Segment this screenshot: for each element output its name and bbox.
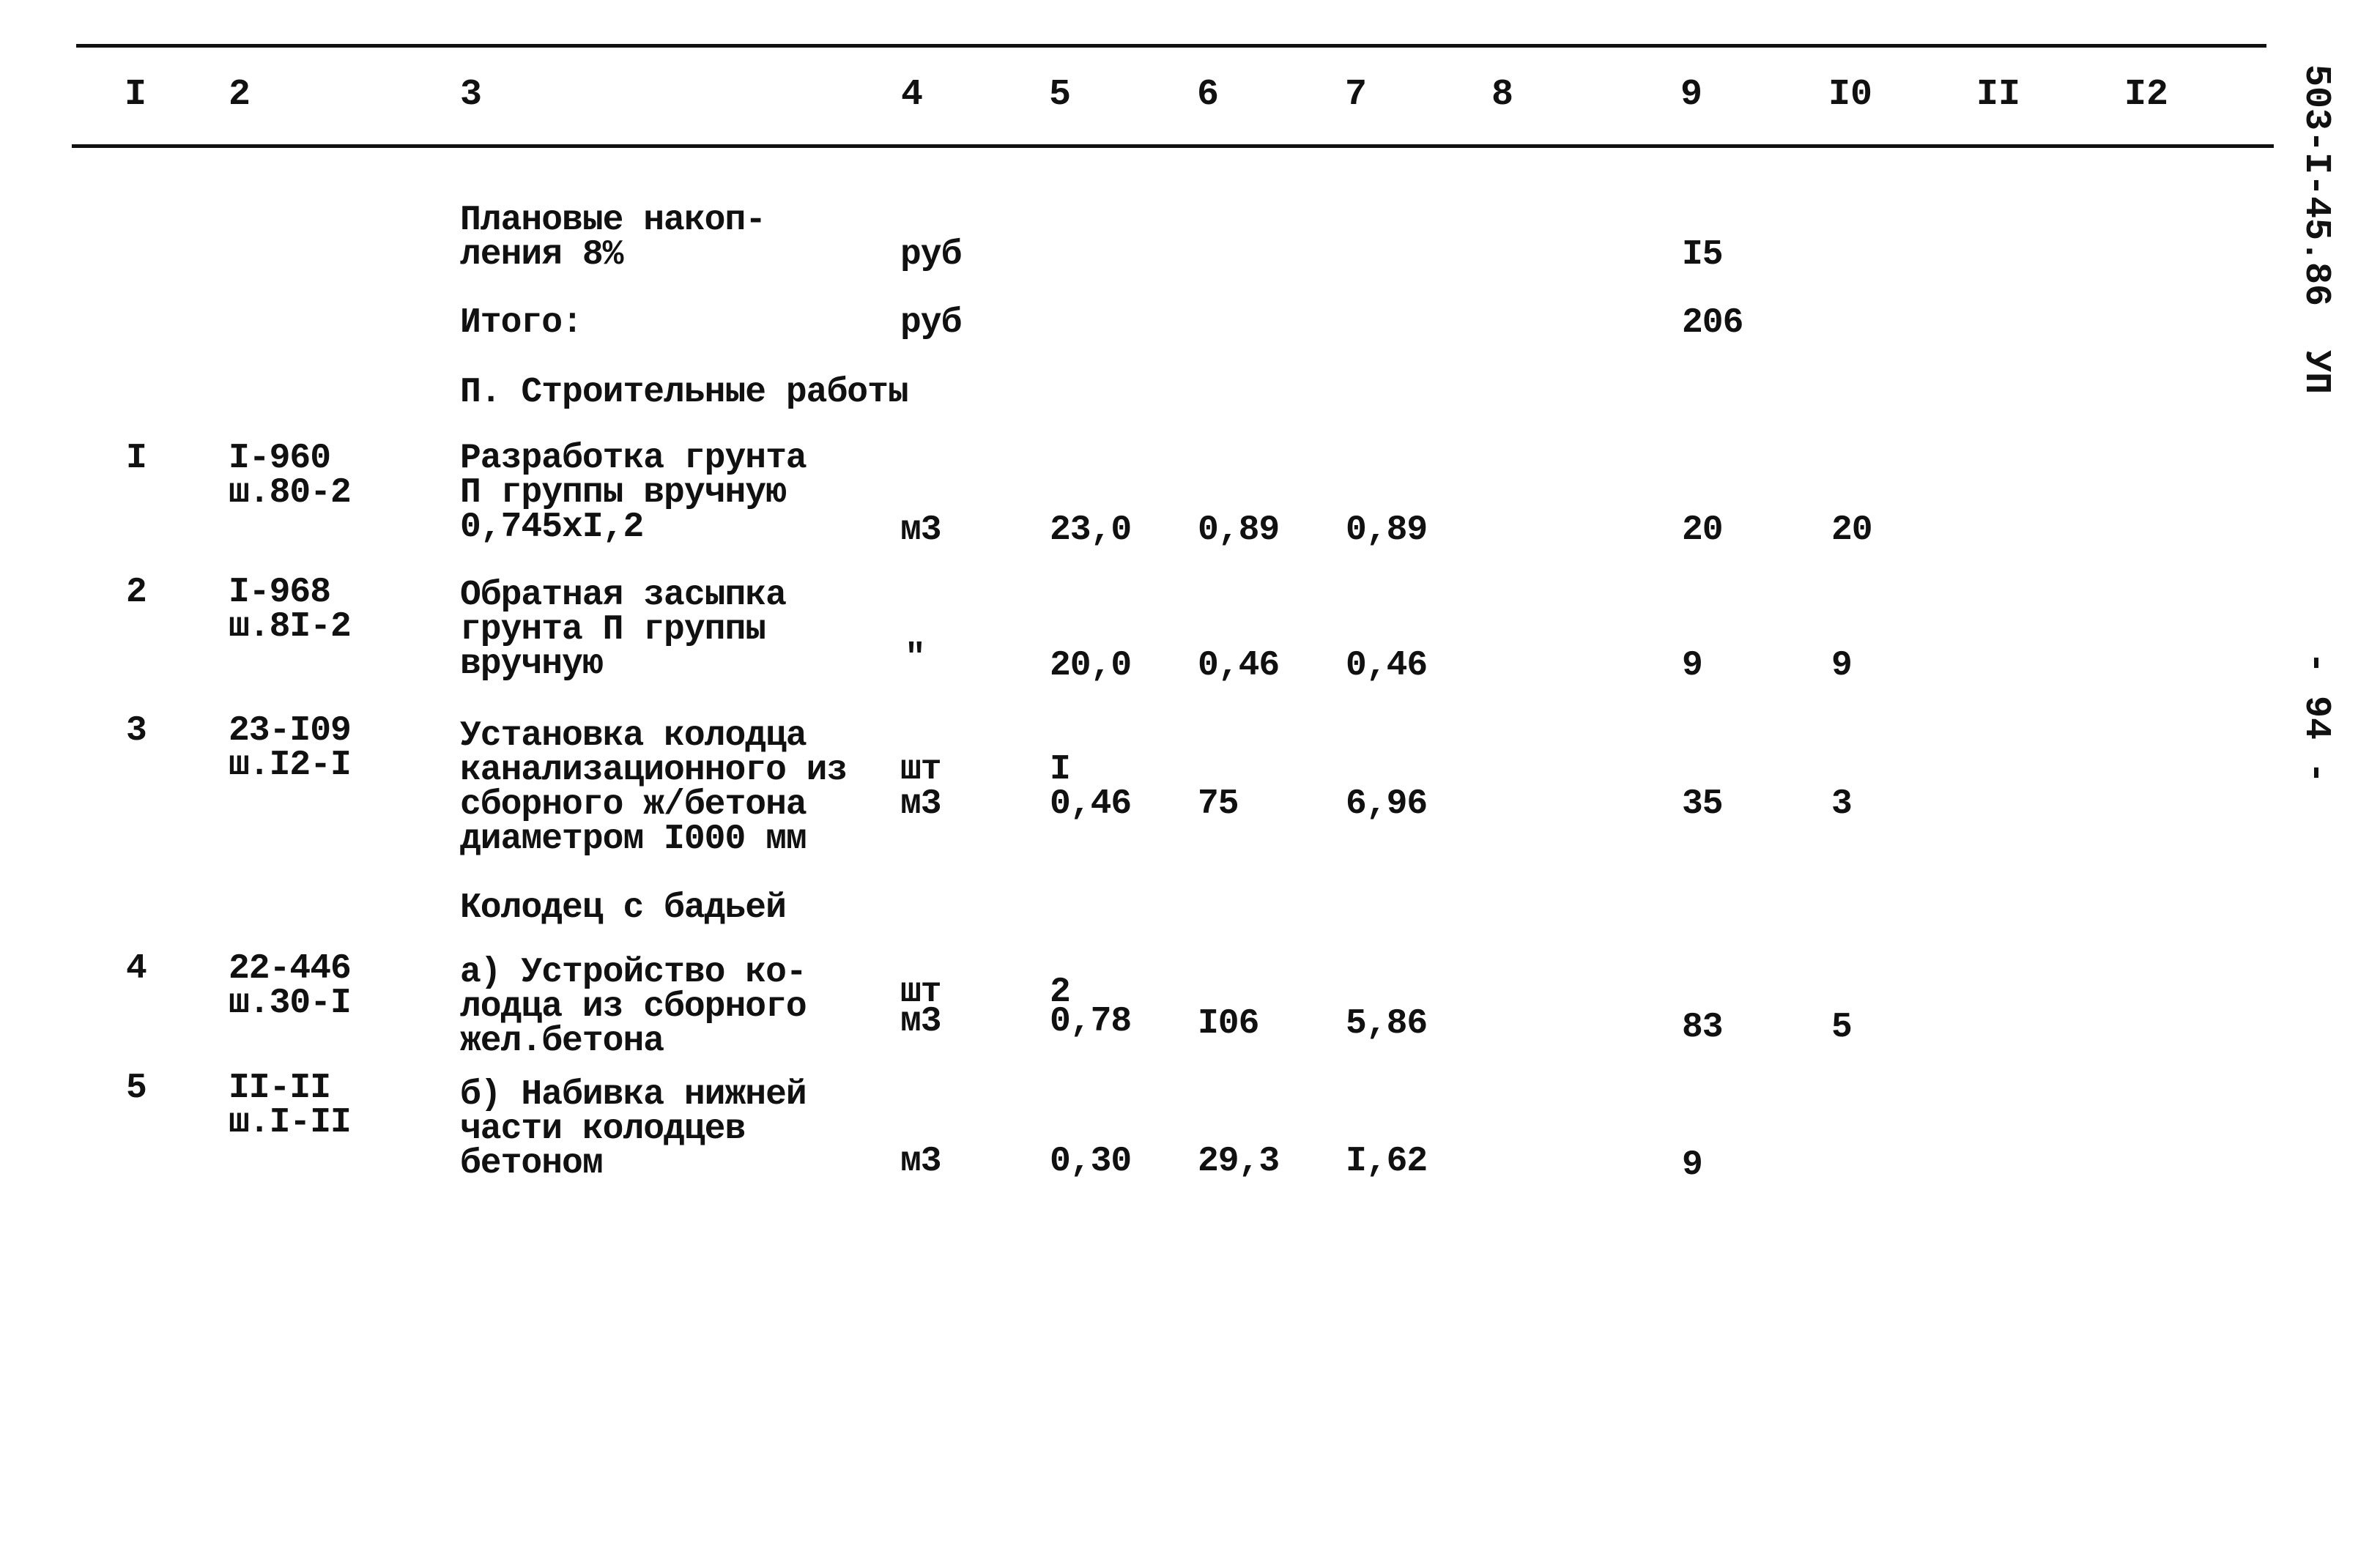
row-2-num: 2	[126, 573, 147, 612]
col-header-9: 9	[1680, 74, 1703, 116]
top-rule	[76, 44, 2266, 48]
row-2-c6: 0,46	[1198, 646, 1280, 685]
row-1-name: Разработка грунта П группы вручную 0,745…	[460, 439, 807, 547]
row-3-name: Установка колодца канализационного из сб…	[460, 716, 848, 859]
row-4-c10: 5	[1831, 1008, 1853, 1047]
row-5-c5: 0,30	[1050, 1142, 1132, 1181]
row-5-num: 5	[126, 1069, 147, 1108]
col-header-6: 6	[1197, 74, 1220, 116]
row-3-unit: шт м3	[900, 750, 942, 824]
row-2-unit: "	[905, 639, 926, 678]
summary-unit: руб	[900, 235, 962, 275]
row-2-code: I-968 ш.8I-2	[229, 573, 352, 647]
row-4-code: 22-446 ш.30-I	[229, 949, 352, 1023]
col-header-4: 4	[901, 74, 924, 116]
row-4-name: а) Устройство ко- лодца из сборного жел.…	[460, 953, 807, 1061]
row-2-c5: 20,0	[1050, 646, 1132, 685]
row-2-c9: 9	[1682, 646, 1703, 685]
row-3-c5: I 0,46	[1050, 750, 1132, 824]
row-5-c6: 29,3	[1198, 1142, 1280, 1181]
row-4-c9: 83	[1682, 1008, 1724, 1047]
header-rule	[72, 144, 2274, 148]
row-1-c9: 20	[1682, 510, 1724, 550]
col-header-5: 5	[1049, 74, 1072, 116]
row-5-c7: I,62	[1346, 1142, 1428, 1181]
total-label: Итого:	[460, 303, 583, 343]
row-3-c7: 6,96	[1346, 784, 1428, 824]
row-1-c5: 23,0	[1050, 510, 1132, 550]
row-2-c10: 9	[1831, 646, 1853, 685]
section-title: П. Строительные работы	[460, 373, 909, 412]
col-header-3: 3	[460, 74, 483, 116]
row-1-c7: 0,89	[1346, 510, 1428, 550]
row-3-code: 23-I09 ш.I2-I	[229, 711, 352, 785]
album-code: УП	[2295, 350, 2337, 395]
subsection-title: Колодец с бадьей	[460, 888, 787, 928]
row-1-c6: 0,89	[1198, 510, 1280, 550]
summary-label: Плановые накоп- ления 8%	[460, 201, 766, 275]
row-2-name: Обратная засыпка грунта П группы вручную	[460, 576, 787, 684]
row-4-unit: шт м3	[900, 973, 942, 1041]
row-5-name: б) Набивка нижней части колодцев бетоном	[460, 1075, 807, 1183]
summary-value: I5	[1682, 235, 1724, 275]
row-4-c5: 2 0,78	[1050, 973, 1132, 1041]
col-header-1: I	[125, 74, 147, 116]
doc-code: 503-I-45.86УП	[2295, 64, 2337, 395]
row-5-unit: м3	[900, 1142, 942, 1181]
col-header-7: 7	[1345, 74, 1368, 116]
row-2-c7: 0,46	[1346, 646, 1428, 685]
row-1-c10: 20	[1831, 510, 1873, 550]
total-unit: руб	[900, 303, 962, 343]
row-3-num: 3	[126, 711, 147, 751]
col-header-12: I2	[2124, 74, 2169, 116]
row-5-c9: 9	[1682, 1145, 1703, 1185]
col-header-10: I0	[1828, 74, 1873, 116]
col-header-2: 2	[229, 74, 251, 116]
col-header-11: II	[1976, 74, 2021, 116]
total-value: 206	[1682, 303, 1743, 343]
col-header-8: 8	[1491, 74, 1514, 116]
page-number: - 94 -	[2295, 652, 2337, 784]
row-1-code: I-960 ш.80-2	[229, 439, 352, 513]
row-3-c6: 75	[1198, 784, 1239, 824]
row-5-code: II-II ш.I-II	[229, 1069, 352, 1142]
row-1-unit: м3	[900, 510, 942, 550]
row-4-c7: 5,86	[1346, 1004, 1428, 1044]
row-1-num: I	[126, 439, 147, 478]
row-3-c9: 35	[1682, 784, 1724, 824]
row-4-num: 4	[126, 949, 147, 989]
row-3-c10: 3	[1831, 784, 1853, 824]
row-4-c6: I06	[1198, 1004, 1259, 1044]
